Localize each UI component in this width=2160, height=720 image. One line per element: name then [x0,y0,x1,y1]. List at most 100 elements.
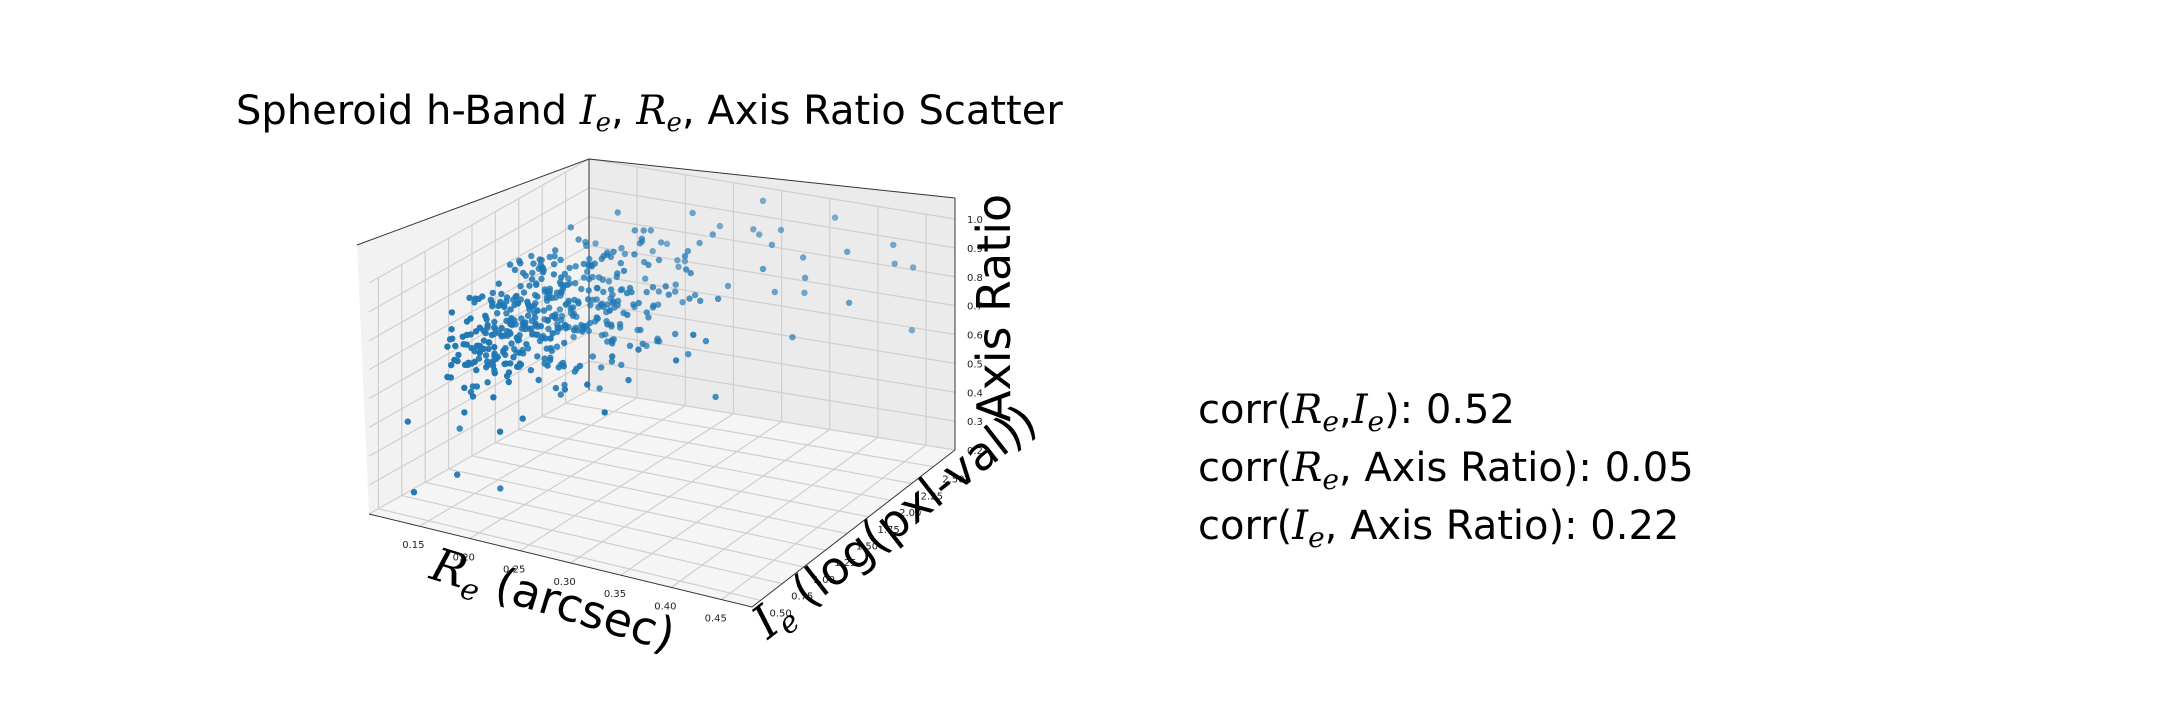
data-point [759,265,767,273]
data-point [558,274,565,281]
data-point [543,345,550,352]
data-point [482,329,489,337]
grid-line-x [721,444,927,601]
corr-re-axis-ratio: corr(Re, Axis Ratio): 0.05 [1198,445,1694,496]
data-point [589,353,596,360]
data-point [545,304,553,311]
data-point [623,289,631,297]
data-point [491,318,498,326]
z-axis-label: Axis Ratio [967,194,1021,422]
data-point [650,302,657,309]
data-point [614,301,621,309]
data-point [579,328,586,335]
data-point [625,376,632,384]
data-point [480,337,488,344]
data-point [545,325,552,333]
data-point [589,296,597,304]
data-point [502,351,509,359]
data-point [675,263,682,270]
z-tick-label: 0.2 [967,446,983,457]
data-point [626,284,634,292]
data-point [533,281,540,289]
data-point [531,314,539,321]
data-point [649,284,657,291]
grid-line-z [588,331,956,393]
data-point [444,373,451,381]
data-point [768,241,776,248]
data-point [472,328,480,335]
data-point [549,330,556,337]
data-point [709,231,716,238]
grid-line-x [519,413,734,552]
x-tick-label: 0.25 [503,565,525,576]
data-point [596,385,603,392]
data-point [697,297,704,304]
data-point [584,268,591,275]
data-point [630,301,637,308]
data-point [617,286,625,294]
correlation-stats: corr(Re,Ie): 0.52 corr(Re, Axis Ratio): … [1198,387,1694,561]
data-point [534,307,541,314]
grid-line-x [419,397,638,527]
data-point [565,275,572,282]
data-point [575,300,582,307]
data-point [610,248,617,255]
data-point [486,339,493,346]
data-point [771,288,778,296]
data-point [476,349,483,357]
y-tick-label: 1.25 [834,558,856,569]
data-point [799,254,807,261]
data-point [476,342,484,350]
data-point [448,326,455,333]
data-point [600,288,607,296]
data-point [631,251,638,258]
data-point [539,269,547,276]
data-point [491,369,498,377]
data-point [655,288,663,295]
data-point [463,331,470,339]
data-point [631,227,638,234]
data-point [490,394,497,401]
data-point [572,280,579,287]
data-point [498,324,505,332]
data-point [472,295,479,302]
data-point [681,258,689,265]
data-point [572,263,579,270]
data-point [557,391,564,398]
data-point [484,321,491,329]
data-point [513,334,520,341]
data-point [482,352,490,359]
data-point [537,322,544,330]
corr-ie-axis-ratio: corr(Ie, Axis Ratio): 0.22 [1198,503,1680,554]
grid-line-y [565,402,934,468]
data-point [750,226,757,233]
data-point [662,283,669,290]
corr-re-ie: corr(Re,Ie): 0.52 [1198,387,1515,438]
data-point [683,266,690,273]
data-point [561,339,568,347]
data-point [512,293,519,301]
grid-line-y [448,468,826,551]
data-point [526,282,533,289]
data-point [635,346,642,353]
chart-title: Spheroid h-Band Ie, Re, Axis Ratio Scatt… [236,88,1063,138]
data-point [532,320,539,327]
data-point [588,261,595,269]
data-point [524,312,532,319]
data-point [461,384,468,391]
data-point [410,489,418,496]
y-tick-label: 1.75 [877,525,899,536]
data-point [618,244,625,252]
data-point [540,307,548,314]
tick-labels: 0.150.200.250.300.350.400.45 0.500.751.00… [402,215,983,625]
data-point [909,264,917,271]
data-point [643,288,650,296]
data-point [679,299,686,306]
data-point [614,209,621,216]
data-point [562,301,570,308]
data-point [489,299,496,306]
data-point [538,256,545,264]
x-tick-label: 0.40 [654,601,676,612]
data-point [551,253,558,260]
